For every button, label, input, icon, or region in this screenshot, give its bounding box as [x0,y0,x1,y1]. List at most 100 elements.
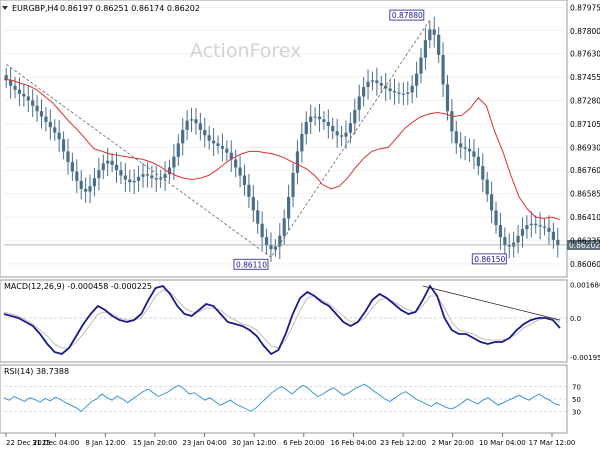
candle-body [229,152,233,160]
candle-body [454,131,458,144]
candle-body [309,116,313,122]
price-tick-label: 0.87800 [570,27,600,36]
candle-body [295,151,300,173]
candle-body [48,121,52,128]
candle-body [31,100,35,106]
candle-body [441,54,445,85]
candle-body [379,83,383,86]
candle-body [529,223,533,226]
candle-body [384,85,388,89]
candle-body [234,159,238,168]
price-tick-label: 0.87975 [570,3,600,12]
x-tick-label: 15 Jan 20:00 [133,439,177,447]
candle-body [185,120,189,130]
candle-body [542,226,547,228]
candle-body [326,121,330,126]
annotation-box [471,253,507,265]
x-tick-label: 16 Feb 04:00 [330,439,376,447]
candle-body [53,127,57,133]
x-tick-label: 6 Feb 20:00 [283,439,324,447]
price-tick-label: 0.86760 [570,166,600,175]
candle-body [194,119,198,124]
candle-body [525,225,529,230]
candle-body [181,129,185,144]
candle-body [503,237,507,246]
candle-body [159,178,163,180]
rsi-tick-label: 30 [572,408,581,416]
price-tick-label: 0.86410 [570,213,600,222]
candle-body [406,92,410,94]
candle-body [423,40,428,58]
candle-body [547,227,551,232]
candle-body [269,245,273,250]
macd-layer [3,284,567,356]
candle-body [512,242,516,247]
candle-body [291,172,295,197]
candle-body [467,148,472,152]
candle-body [366,81,370,88]
candle-body [61,139,66,152]
candle-body [370,80,375,82]
candle-body [167,167,172,175]
price-tick-label: 0.86930 [570,143,600,152]
price-layer: 0.86202 0.87880 0.86110 0.86150 [3,9,600,270]
candle-body [114,164,119,171]
candle-body [300,133,304,152]
candle-body [339,135,344,137]
candle-body [520,229,525,236]
candle-body [357,96,361,110]
macd-panel [0,279,568,363]
candle-body [128,179,132,183]
rsi-title: RSI(14) 38.7388 [4,367,69,376]
x-tick-label: 8 Jan 12:00 [85,439,125,447]
rsi-line [3,383,561,412]
candle-body [353,109,357,124]
price-tick-label: 0.86060 [570,260,600,269]
candle-body [212,140,216,144]
candle-body [432,29,436,35]
rsi-tick-label: 50 [572,396,581,404]
x-tick-label: 23 Jan 04:00 [182,439,226,447]
candle-body [392,91,397,93]
candle-body [163,174,167,179]
candle-body [172,156,176,168]
x-tick-label: 23 Feb 12:00 [380,439,426,447]
candle-body [264,237,269,246]
rsi-panel [0,364,568,434]
candle-body [9,80,13,86]
candle-body [220,146,225,149]
candle-body [401,93,405,95]
x-tick-label: 10 Mar 04:00 [479,439,526,447]
candle-body [481,166,485,180]
candle-body [414,73,419,86]
candle-body [344,132,348,137]
price-tick-label: 0.87630 [570,50,600,59]
annotation-label: 0.87880 [392,11,423,20]
collapse-arrow-icon[interactable] [2,6,8,10]
candle-body [22,93,26,97]
grid-layer [4,7,567,265]
candle-body [198,123,202,130]
candle-body [26,96,30,101]
candle-body [132,180,136,183]
candle-body [534,223,538,226]
price-tick-label: 0.87105 [570,120,600,129]
ohlc-label: 0.86197 0.86251 0.86174 0.86202 [60,4,200,13]
candle-body [150,175,154,179]
candle-body [70,162,74,172]
candle-body [437,34,441,55]
candle-body [428,29,432,41]
candle-body [362,87,366,97]
candle-body [397,92,401,94]
candle-body [66,151,70,163]
candle-body [97,170,101,179]
candle-body [256,210,260,224]
candle-body [136,176,141,181]
macd-line [3,284,561,356]
watermark: ActionForex [190,40,301,62]
candle-body [335,131,339,136]
candle-body [273,246,277,250]
candle-body [17,89,22,94]
